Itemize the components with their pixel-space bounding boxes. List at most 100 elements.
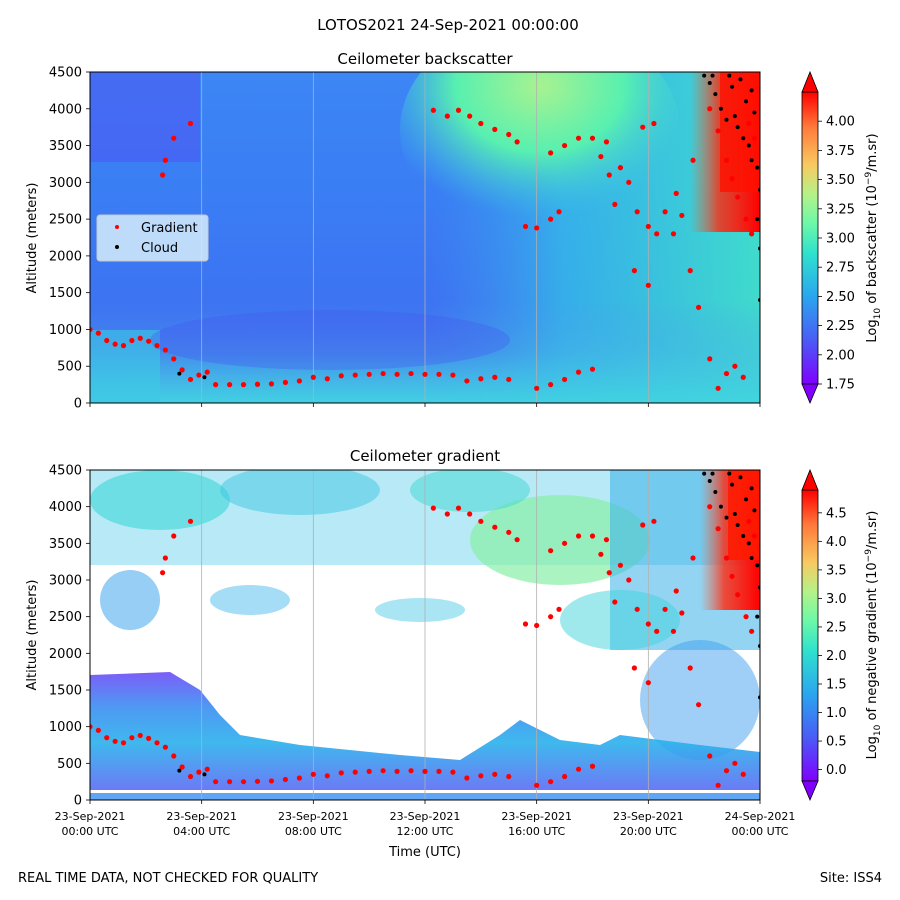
cloud-point [749, 158, 754, 163]
cloud-point [741, 534, 746, 538]
gradient-point [598, 153, 604, 160]
gradient-ytick-label: 3500 [49, 537, 82, 552]
gradient-point [746, 120, 752, 127]
cloud-point [177, 768, 182, 773]
gradient-xlabel: Time (UTC) [388, 845, 461, 860]
legend-cloud-label: Cloud [141, 241, 178, 256]
gradient-point [240, 382, 247, 388]
backscatter-ytick-label: 4000 [49, 102, 82, 117]
gradient-gridlines [201, 470, 649, 800]
gradient-point [430, 505, 436, 511]
gradient-point [715, 782, 721, 788]
cloud-point [718, 106, 723, 111]
gradient-ytick-label: 2000 [49, 647, 82, 662]
gradient-point [90, 326, 93, 333]
gradient-point [732, 760, 738, 766]
gradient-point [171, 135, 177, 141]
gradient-colorbar-tick-label: 4.0 [826, 535, 847, 550]
gradient-point [561, 773, 568, 780]
backscatter-ytick-label: 3000 [49, 176, 82, 191]
backscatter-colorbar-label: Log10 of backscatter (10−9/m.sr) [864, 133, 883, 342]
gradient-ytick-label: 4500 [49, 464, 82, 479]
gradient-point [120, 343, 127, 349]
gradient-point [556, 209, 562, 215]
gradient-colorbar-label: Log10 of negative gradient (10−9/m.sr) [864, 511, 883, 760]
gradient-point [561, 376, 568, 383]
gradient-point [179, 764, 185, 770]
backscatter-colorbar-extend-bottom [801, 383, 819, 405]
gradient-colorbar-tick-label: 1.5 [826, 678, 847, 693]
quality-notice: REAL TIME DATA, NOT CHECKED FOR QUALITY [18, 871, 318, 886]
backscatter-panel: Ceilometer backscatter 0 500 1000 1500 2000 2… [25, 50, 883, 412]
gradient-point [514, 139, 520, 145]
backscatter-ytick-label: 3500 [49, 139, 82, 154]
gradient-colorbar-tick-label: 4.5 [826, 506, 847, 521]
cloud-point [724, 515, 729, 520]
gradient-point [187, 120, 194, 127]
gradient-point [366, 768, 372, 775]
gradient-xtick-date: 23-Sep-2021 [55, 810, 126, 823]
gradient-point [137, 732, 143, 739]
gradient-point [129, 735, 135, 741]
gradient-point [310, 374, 316, 380]
gradient-point [268, 778, 275, 784]
gradient-point [146, 735, 152, 742]
cloud-point [738, 475, 743, 480]
gradient-point [617, 562, 624, 568]
cloud-point [741, 136, 746, 141]
gradient-xtick-time: 04:00 UTC [173, 825, 230, 838]
gradient-point [450, 372, 456, 378]
gradient-point [422, 768, 428, 775]
gradient-point [556, 606, 562, 612]
gradient-point [575, 135, 582, 141]
gradient-xtick-time: 00:00 UTC [731, 825, 788, 838]
backscatter-colorbar-tick-label: 3.75 [826, 144, 855, 159]
gradient-point [310, 771, 316, 777]
gradient-point [534, 225, 540, 231]
gradient-point [634, 606, 640, 612]
gradient-point [662, 606, 668, 612]
gradient-point [422, 371, 428, 377]
gradient-point [179, 367, 185, 373]
gradient-point [522, 223, 529, 230]
gradient-point [603, 537, 610, 543]
gradient-point [380, 370, 386, 377]
cloud-point [749, 556, 754, 560]
gradient-point [654, 231, 660, 237]
gradient-point [455, 107, 462, 113]
gradient-point [492, 771, 498, 777]
gradient-xtick-date: 23-Sep-2021 [501, 810, 572, 823]
gradient-point [729, 176, 735, 182]
gradient-point [589, 366, 596, 372]
backscatter-ytick-label: 0 [74, 397, 82, 412]
gradient-point [154, 343, 160, 349]
backscatter-colorbar-tick-label: 2.75 [826, 261, 855, 276]
gradient-point [612, 599, 618, 605]
gradient-point [268, 381, 275, 387]
gradient-point [506, 376, 512, 383]
cloud-point [746, 541, 751, 546]
gradient-point [112, 738, 118, 744]
gradient-point [436, 768, 442, 775]
gradient-point [129, 337, 135, 344]
gradient-point [534, 622, 540, 629]
cloud-point [713, 92, 718, 97]
gradient-point [715, 128, 721, 134]
gradient-point [296, 775, 302, 781]
gradient-colorbar-tick-label: 0.0 [826, 763, 847, 778]
gradient-xtick-time: 00:00 UTC [61, 825, 118, 838]
backscatter-y-ticks: 0 500 1000 1500 2000 2500 3000 3500 4000 4500 [49, 66, 90, 412]
gradient-point [723, 555, 730, 561]
gradient-ytick-label: 1500 [49, 684, 82, 699]
gradient-colorbar-bar [801, 489, 819, 782]
gradient-point [749, 628, 755, 634]
gradient-point [654, 628, 660, 634]
gradient-point [254, 778, 261, 784]
cloud-point [735, 125, 740, 130]
gradient-point [670, 628, 677, 634]
gradient-point [514, 537, 520, 543]
cloud-point [710, 73, 715, 78]
gradient-point [240, 779, 247, 785]
legend-cloud-marker [115, 245, 119, 249]
gradient-point [548, 548, 554, 554]
